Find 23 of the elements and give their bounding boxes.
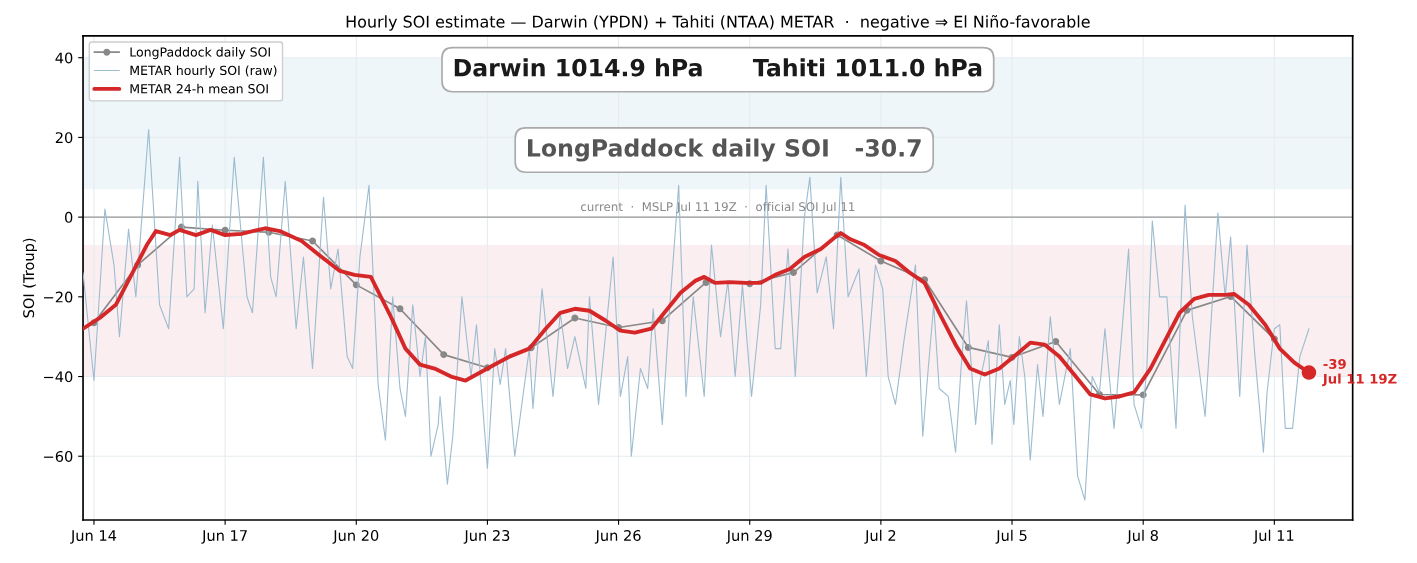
x-tick-label: Jun 23	[463, 529, 510, 544]
x-tick-label: Jun 26	[594, 529, 641, 544]
y-tick-label: 40	[55, 52, 73, 64]
x-tick-label: Jul 8	[1126, 529, 1158, 544]
x-tick-label: Jul 11	[1253, 529, 1294, 544]
chart-title: Hourly SOI estimate — Darwin (YPDN) + Tahiti (NTAA) METAR · negative ⇒ El Niño-favorable	[346, 15, 1090, 31]
y-tick-label: −40	[44, 371, 73, 383]
annotation: LongPaddock daily SOI -30.7	[528, 138, 921, 162]
legend-label: METAR 24-h mean SOI	[130, 83, 268, 94]
x-tick-label: Jul 2	[864, 529, 896, 544]
x-tick-label: Jun 29	[725, 529, 772, 544]
y-tick-label: −20	[44, 291, 73, 303]
y-tick-label: −60	[44, 450, 73, 462]
x-tick-label: Jun 14	[70, 530, 117, 544]
y-tick-label: 20	[55, 132, 73, 144]
y-axis-title: SOI (Troup)	[22, 238, 37, 318]
x-tick-label: Jul 5	[995, 529, 1027, 544]
y-tick-label: 0	[65, 211, 73, 223]
legend-label: LongPaddock daily SOI	[130, 47, 270, 60]
legend-label: METAR hourly SOI (raw)	[130, 65, 277, 78]
annotation: Darwin 1014.9 hPa Tahiti 1011.0 hPa	[454, 58, 982, 77]
x-tick-label: Jun 17	[201, 530, 247, 544]
x-tick-label: Jun 20	[332, 529, 379, 544]
